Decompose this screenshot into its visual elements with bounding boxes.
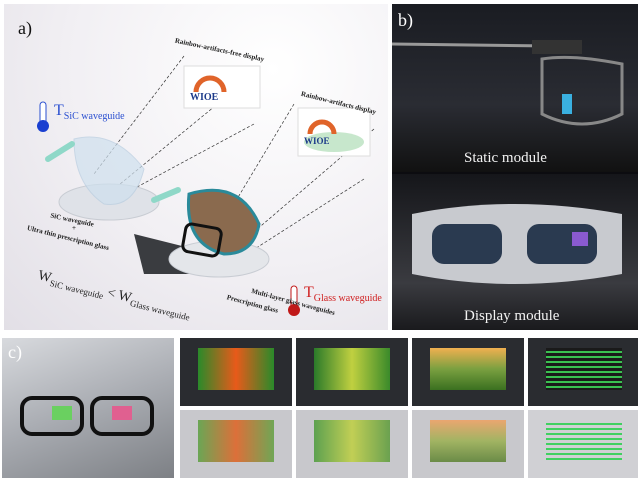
see-through-landscape xyxy=(412,410,524,478)
panel-a: a) WIOE WIOE Rainbow-artifacts-free disp… xyxy=(4,4,388,330)
hot-thermometer-icon xyxy=(288,304,300,316)
plus-label: + xyxy=(72,224,76,232)
t-glass-label: TGlass waveguide xyxy=(304,284,382,305)
t-sic-label: TSiC waveguide xyxy=(54,102,125,123)
see-through-text xyxy=(528,410,638,478)
static-module-caption: Static module xyxy=(464,150,547,166)
display-landscape xyxy=(412,338,524,406)
waveguide-scene: WIOE WIOE xyxy=(37,55,375,316)
panel-c: c) xyxy=(0,338,640,478)
ar-glasses-photo: c) xyxy=(2,338,174,478)
panel-b: b) Static module Display module xyxy=(392,4,638,330)
panel-c-label: c) xyxy=(8,342,22,362)
display-tulip xyxy=(180,338,292,406)
display-module-photo: Display module xyxy=(392,174,638,330)
panel-a-label: a) xyxy=(18,18,32,38)
display-text xyxy=(528,338,638,406)
see-through-tulip xyxy=(180,410,292,478)
cold-thermometer-icon xyxy=(37,120,49,132)
display-module-caption: Display module xyxy=(464,308,560,324)
svg-text:WIOE: WIOE xyxy=(304,136,330,146)
panel-b-label: b) xyxy=(398,10,413,30)
see-through-butterfly xyxy=(296,410,408,478)
display-butterfly xyxy=(296,338,408,406)
static-module-photo: b) Static module xyxy=(392,4,638,172)
wioe-logo: WIOE xyxy=(190,92,219,103)
